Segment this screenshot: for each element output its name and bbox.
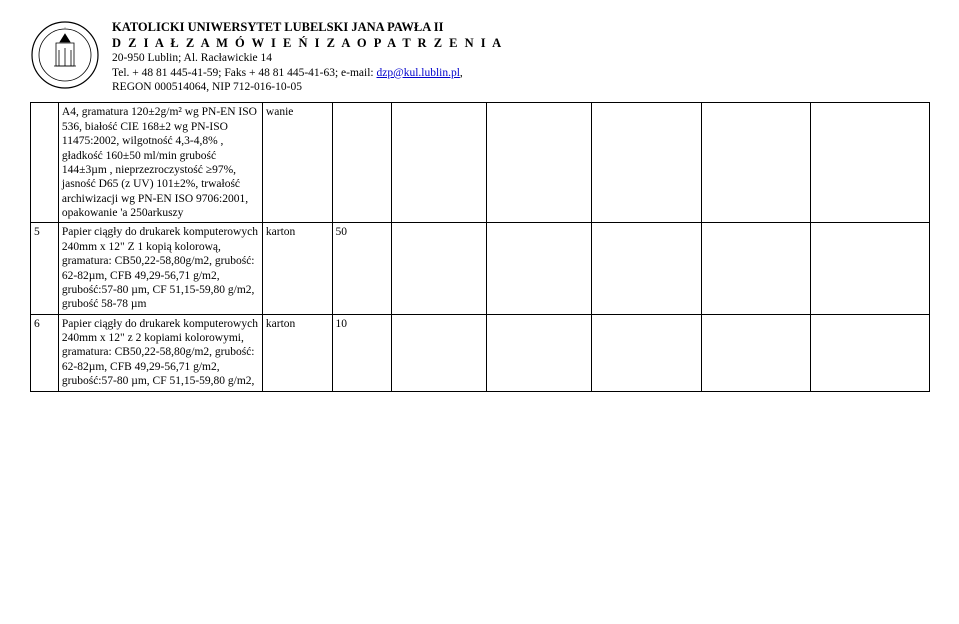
items-table: A4, gramatura 120±2g/m² wg PN-EN ISO 536… xyxy=(30,102,930,391)
table-row: 6 Papier ciągły do drukarek komputerowyc… xyxy=(31,314,930,391)
cell-empty xyxy=(487,223,592,314)
contact-line: Tel. + 48 81 445-41-59; Faks + 48 81 445… xyxy=(112,66,503,80)
cell-empty xyxy=(487,103,592,223)
cell-empty xyxy=(591,103,701,223)
svg-text:•: • xyxy=(64,26,65,30)
email-link[interactable]: dzp@kul.lublin.pl xyxy=(377,67,460,79)
university-name: KATOLICKI UNIWERSYTET LUBELSKI JANA PAWŁ… xyxy=(112,20,503,36)
regon-nip-line: REGON 000514064, NIP 712-016-10-05 xyxy=(112,80,503,94)
cell-empty xyxy=(701,314,811,391)
items-table-body: A4, gramatura 120±2g/m² wg PN-EN ISO 536… xyxy=(31,103,930,391)
cell-empty xyxy=(391,103,487,223)
cell-empty xyxy=(811,103,930,223)
cell-description: A4, gramatura 120±2g/m² wg PN-EN ISO 536… xyxy=(58,103,262,223)
cell-quantity: 50 xyxy=(332,223,391,314)
cell-empty xyxy=(591,223,701,314)
cell-empty xyxy=(811,223,930,314)
table-row: 5 Papier ciągły do drukarek komputerowyc… xyxy=(31,223,930,314)
cell-number: 5 xyxy=(31,223,59,314)
table-row: A4, gramatura 120±2g/m² wg PN-EN ISO 536… xyxy=(31,103,930,223)
contact-suffix: , xyxy=(460,67,463,79)
cell-quantity xyxy=(332,103,391,223)
letterhead: • KATOLICKI UNIWERSYTET LUBELSKI JANA PA… xyxy=(30,20,929,94)
cell-unit: karton xyxy=(262,223,332,314)
cell-empty xyxy=(487,314,592,391)
cell-empty xyxy=(811,314,930,391)
cell-number: 6 xyxy=(31,314,59,391)
cell-unit: wanie xyxy=(262,103,332,223)
cell-quantity: 10 xyxy=(332,314,391,391)
cell-empty xyxy=(391,314,487,391)
cell-description: Papier ciągły do drukarek komputerowych … xyxy=(58,314,262,391)
cell-empty xyxy=(701,223,811,314)
cell-unit: karton xyxy=(262,314,332,391)
cell-description: Papier ciągły do drukarek komputerowych … xyxy=(58,223,262,314)
contact-prefix: Tel. + 48 81 445-41-59; Faks + 48 81 445… xyxy=(112,67,377,79)
page: • KATOLICKI UNIWERSYTET LUBELSKI JANA PA… xyxy=(0,0,959,412)
letterhead-text: KATOLICKI UNIWERSYTET LUBELSKI JANA PAWŁ… xyxy=(112,20,503,94)
university-seal-icon: • xyxy=(30,20,100,90)
address-line: 20-950 Lublin; Al. Racławickie 14 xyxy=(112,51,503,65)
cell-empty xyxy=(391,223,487,314)
cell-empty xyxy=(591,314,701,391)
department-name: D Z I A Ł Z A M Ó W I E Ń I Z A O P A T … xyxy=(112,36,503,52)
cell-empty xyxy=(701,103,811,223)
cell-number xyxy=(31,103,59,223)
